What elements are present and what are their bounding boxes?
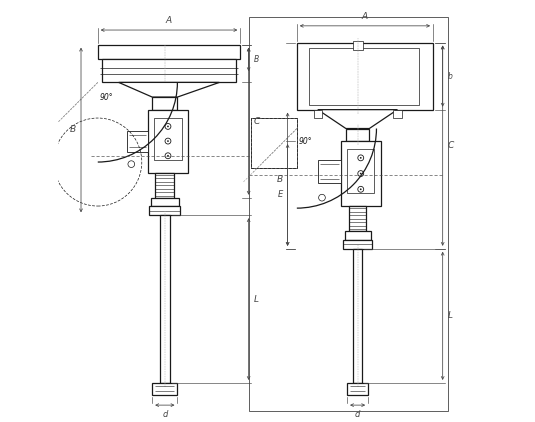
Bar — [251, 118, 297, 168]
Bar — [354, 249, 362, 383]
Bar — [151, 197, 179, 206]
Text: E: E — [277, 190, 282, 200]
Circle shape — [167, 125, 169, 127]
Polygon shape — [318, 110, 398, 129]
Circle shape — [360, 157, 362, 159]
Bar — [345, 231, 371, 240]
Text: A: A — [362, 12, 368, 21]
Text: L: L — [448, 311, 453, 320]
Text: A: A — [166, 16, 172, 25]
Circle shape — [360, 173, 362, 174]
Text: d: d — [162, 410, 167, 419]
Bar — [393, 110, 402, 118]
Text: d: d — [355, 410, 360, 419]
Bar — [127, 131, 148, 151]
Text: B: B — [70, 125, 76, 135]
Bar — [98, 45, 240, 60]
Bar — [353, 41, 363, 50]
Text: B: B — [277, 175, 282, 184]
Bar — [251, 118, 297, 168]
Bar — [148, 110, 188, 173]
Circle shape — [167, 140, 169, 142]
Bar — [154, 118, 181, 160]
Text: C: C — [448, 141, 454, 150]
Text: 90°: 90° — [100, 93, 113, 102]
Bar — [347, 383, 368, 395]
Text: L: L — [254, 295, 258, 303]
Bar — [309, 48, 419, 105]
Bar — [347, 149, 374, 193]
Bar — [249, 17, 448, 411]
Bar — [152, 383, 178, 395]
Text: b: b — [448, 72, 453, 81]
Bar — [102, 60, 236, 82]
Bar — [318, 160, 341, 183]
Circle shape — [167, 155, 169, 157]
Polygon shape — [119, 82, 219, 97]
Bar — [155, 173, 174, 197]
Bar — [149, 206, 180, 215]
Bar — [160, 215, 170, 383]
Text: C: C — [254, 116, 260, 126]
Text: 90°: 90° — [299, 137, 312, 146]
Bar — [152, 97, 178, 110]
Circle shape — [360, 188, 362, 190]
Bar — [341, 141, 381, 206]
Bar — [297, 43, 433, 110]
Text: B: B — [254, 55, 259, 64]
Bar — [349, 206, 366, 231]
Bar — [346, 129, 369, 141]
Bar — [314, 110, 322, 118]
Bar — [343, 240, 372, 249]
